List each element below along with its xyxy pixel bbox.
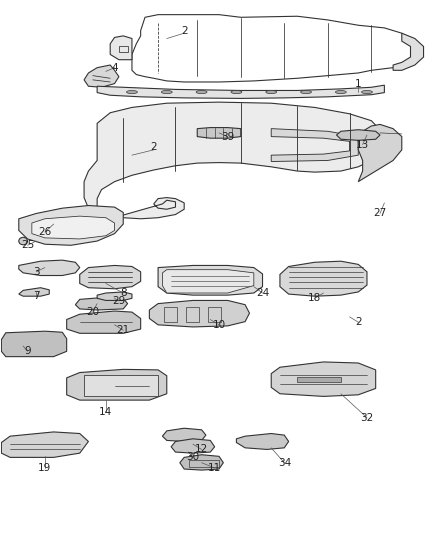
Text: 39: 39 [221, 132, 234, 142]
Text: 19: 19 [38, 463, 52, 473]
Text: 25: 25 [21, 240, 34, 251]
Text: 20: 20 [86, 306, 99, 317]
Polygon shape [19, 206, 123, 245]
Polygon shape [162, 270, 254, 293]
Polygon shape [149, 301, 250, 327]
Ellipse shape [231, 91, 242, 94]
Polygon shape [32, 216, 115, 239]
Ellipse shape [127, 91, 138, 94]
Polygon shape [67, 311, 141, 333]
Polygon shape [280, 261, 367, 296]
Text: 2: 2 [355, 317, 362, 327]
Bar [297, 377, 341, 382]
Polygon shape [84, 65, 119, 87]
Polygon shape [1, 331, 67, 357]
Text: 3: 3 [33, 267, 39, 277]
Polygon shape [271, 128, 358, 161]
Text: 27: 27 [374, 208, 387, 219]
Text: 4: 4 [111, 63, 118, 72]
Text: 30: 30 [186, 453, 199, 463]
Ellipse shape [336, 91, 346, 94]
Text: 11: 11 [208, 463, 221, 473]
Text: 12: 12 [195, 445, 208, 455]
Polygon shape [97, 85, 385, 99]
Text: 34: 34 [278, 458, 291, 467]
Text: 18: 18 [308, 293, 321, 303]
Polygon shape [162, 428, 206, 441]
Polygon shape [336, 130, 380, 140]
Polygon shape [110, 36, 132, 60]
Polygon shape [80, 265, 141, 289]
Ellipse shape [361, 91, 372, 94]
Ellipse shape [19, 237, 28, 245]
Ellipse shape [161, 91, 172, 94]
Text: 21: 21 [117, 325, 130, 335]
Ellipse shape [266, 91, 277, 94]
Polygon shape [171, 439, 215, 453]
Polygon shape [67, 369, 167, 400]
Text: 2: 2 [181, 26, 187, 36]
Text: 9: 9 [24, 346, 31, 357]
Text: 13: 13 [356, 140, 369, 150]
Polygon shape [19, 260, 80, 276]
Polygon shape [158, 265, 262, 295]
Text: 29: 29 [112, 296, 126, 306]
Bar [186, 307, 199, 321]
Polygon shape [1, 432, 88, 457]
Ellipse shape [196, 91, 207, 94]
Bar [84, 375, 158, 397]
Polygon shape [393, 33, 424, 70]
Text: 26: 26 [38, 227, 52, 237]
Ellipse shape [300, 91, 311, 94]
Polygon shape [358, 124, 402, 182]
Polygon shape [237, 433, 289, 449]
Text: 8: 8 [120, 288, 127, 298]
Polygon shape [97, 292, 132, 301]
Text: 14: 14 [99, 407, 113, 417]
Text: 2: 2 [150, 142, 157, 152]
Text: 24: 24 [256, 288, 269, 298]
Text: 32: 32 [360, 413, 374, 423]
Text: 7: 7 [33, 290, 39, 301]
Bar [164, 307, 177, 321]
Text: 1: 1 [355, 78, 362, 88]
Polygon shape [84, 102, 380, 219]
Bar [188, 459, 219, 467]
Polygon shape [19, 288, 49, 296]
Polygon shape [75, 297, 127, 310]
Polygon shape [271, 362, 376, 397]
Polygon shape [180, 455, 223, 470]
Polygon shape [197, 127, 241, 138]
Bar [208, 307, 221, 321]
Text: 10: 10 [212, 320, 226, 330]
